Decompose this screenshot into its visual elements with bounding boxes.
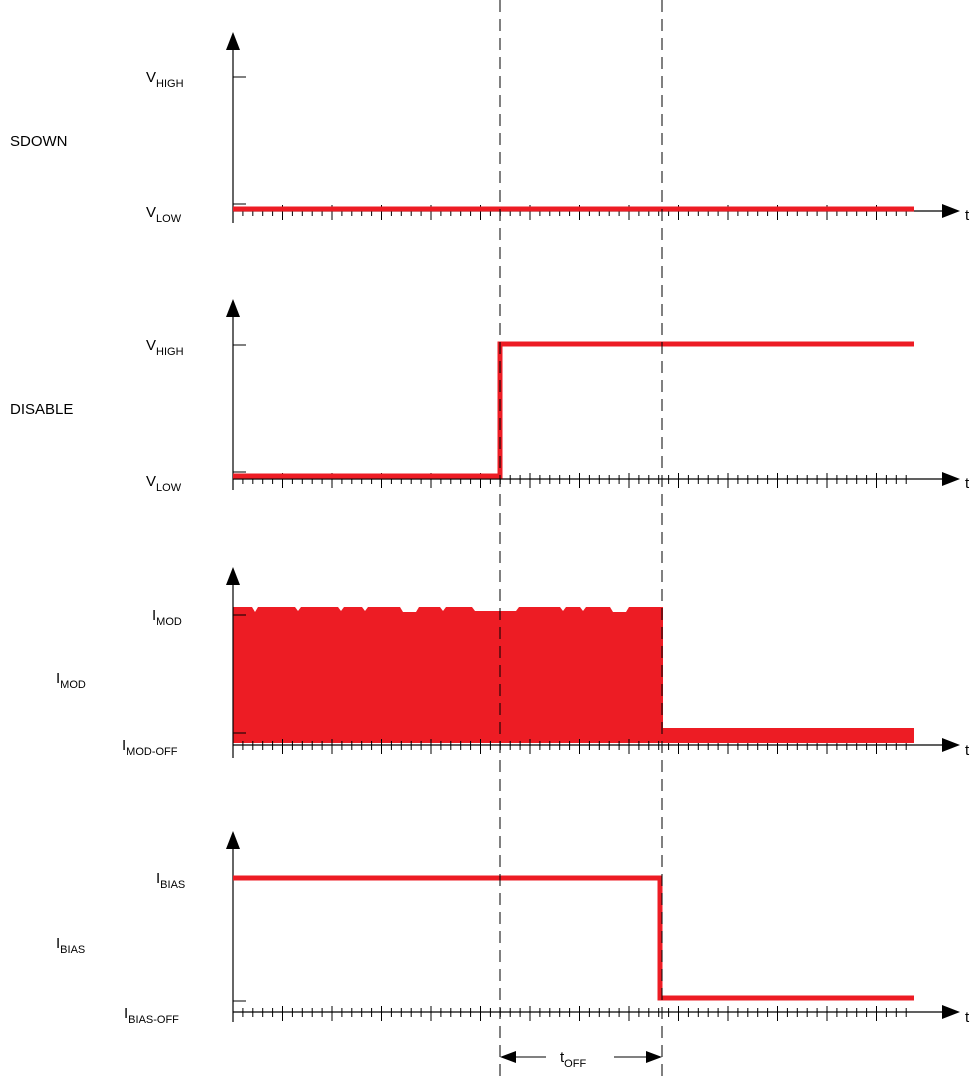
y-axis-arrow-disable	[226, 299, 240, 317]
waveform-ibias	[233, 875, 914, 1001]
waveform-imod-modulated	[233, 607, 663, 743]
y-axis-arrow-imod	[226, 567, 240, 585]
level-high-label-ibias: IBIAS	[156, 870, 185, 891]
y-axis-arrow-sdown	[226, 32, 240, 50]
time-axis-label-imod: t	[965, 742, 970, 759]
x-axis-arrow-sdown	[942, 204, 960, 218]
toff-arrowhead-right	[646, 1051, 662, 1063]
level-low-label-disable: VLOW	[146, 473, 182, 494]
level-high-label-imod: IMOD	[152, 607, 182, 628]
panel-sdown: SDOWN VHIGH VLOW t	[10, 32, 970, 225]
panel-disable: DISABLE VHIGH VLOW t	[10, 299, 970, 494]
time-axis-label-disable: t	[965, 475, 970, 492]
toff-label: tOFF	[560, 1049, 586, 1070]
time-axis-label-sdown: t	[965, 207, 970, 224]
x-axis-arrow-imod	[942, 738, 960, 752]
level-low-label-sdown: VLOW	[146, 204, 182, 225]
panel-imod: IMOD IMOD IMOD-OFF t	[56, 567, 970, 759]
level-low-label-imod: IMOD-OFF	[122, 737, 178, 758]
level-high-label-sdown: VHIGH	[146, 69, 184, 90]
signal-label-sdown: SDOWN	[10, 133, 68, 150]
x-axis-arrow-ibias	[942, 1005, 960, 1019]
signal-label-disable: DISABLE	[10, 401, 73, 418]
time-axis-label-ibias: t	[965, 1009, 970, 1026]
waveform-disable	[233, 341, 914, 479]
waveform-imod-off	[663, 728, 914, 743]
level-high-label-disable: VHIGH	[146, 337, 184, 358]
toff-interval: tOFF	[500, 1049, 662, 1070]
signal-label-imod: IMOD	[56, 670, 86, 691]
y-axis-arrow-ibias	[226, 831, 240, 849]
toff-arrowhead-left	[500, 1051, 516, 1063]
level-low-label-ibias: IBIAS-OFF	[124, 1005, 179, 1026]
time-ticks-ibias	[232, 1006, 907, 1021]
panel-ibias: IBIAS IBIAS IBIAS-OFF t	[56, 831, 970, 1026]
signal-label-ibias: IBIAS	[56, 935, 85, 956]
x-axis-arrow-disable	[942, 472, 960, 486]
